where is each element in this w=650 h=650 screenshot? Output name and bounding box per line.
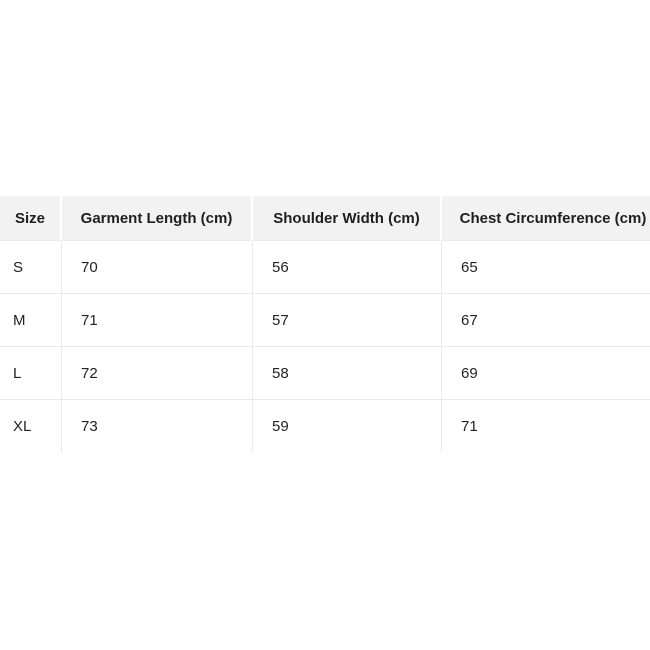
column-header-garment-length: Garment Length (cm) [62,196,253,241]
cell-s-shoulder-width: 56 [253,241,442,294]
cell-l-shoulder-width: 58 [253,347,442,400]
cell-xl-shoulder-width: 59 [253,400,442,452]
table-row-m: M 71 57 67 [0,294,650,347]
cell-m-shoulder-width: 57 [253,294,442,347]
size-chart-table: Size Garment Length (cm) Shoulder Width … [0,196,650,452]
table-row-xl: XL 73 59 71 [0,400,650,452]
cell-l-chest-circumference: 69 [442,347,650,400]
cell-size-l: L [0,347,62,400]
column-header-size: Size [0,196,62,241]
column-header-shoulder-width: Shoulder Width (cm) [253,196,442,241]
table-row-s: S 70 56 65 [0,241,650,294]
cell-s-garment-length: 70 [62,241,253,294]
column-header-chest-circumference: Chest Circumference (cm) [442,196,650,241]
cell-xl-garment-length: 73 [62,400,253,452]
cell-size-m: M [0,294,62,347]
cell-m-chest-circumference: 67 [442,294,650,347]
cell-size-s: S [0,241,62,294]
cell-xl-chest-circumference: 71 [442,400,650,452]
table-row-l: L 72 58 69 [0,347,650,400]
cell-l-garment-length: 72 [62,347,253,400]
cell-size-xl: XL [0,400,62,452]
cell-m-garment-length: 71 [62,294,253,347]
table-header-row: Size Garment Length (cm) Shoulder Width … [0,196,650,241]
cell-s-chest-circumference: 65 [442,241,650,294]
